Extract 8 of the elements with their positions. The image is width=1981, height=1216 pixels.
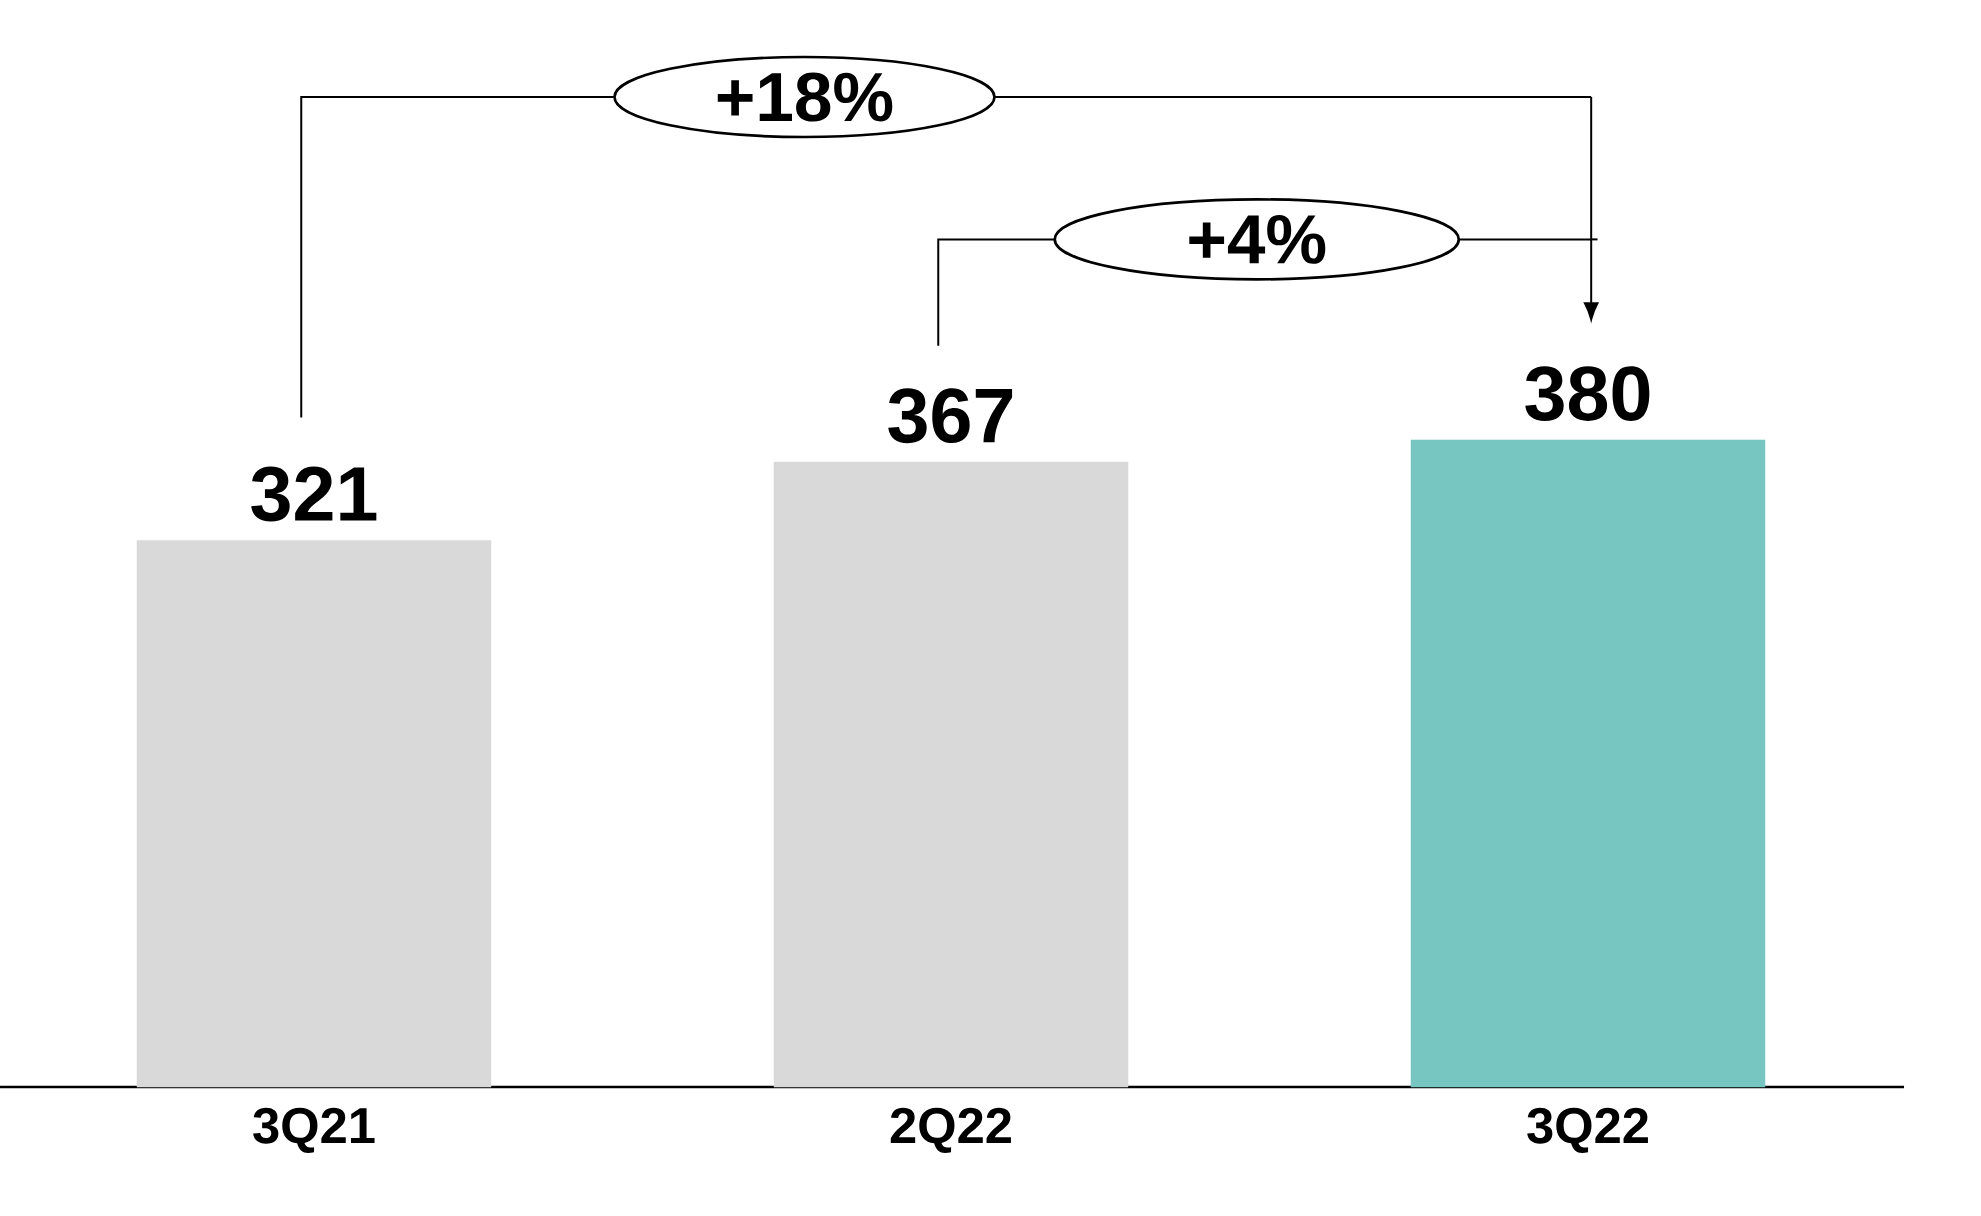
x-tick-label: 3Q21 [253,1107,375,1154]
data-label: 367 [888,388,1013,444]
data-label: 380 [1525,366,1650,422]
x-tick-label: 2Q22 [890,1107,1011,1154]
text: +4% [1189,214,1326,264]
x-tick-label: 3Q22 [1527,1107,1648,1154]
data-label: 321 [251,466,377,522]
text: +18% [717,72,893,122]
